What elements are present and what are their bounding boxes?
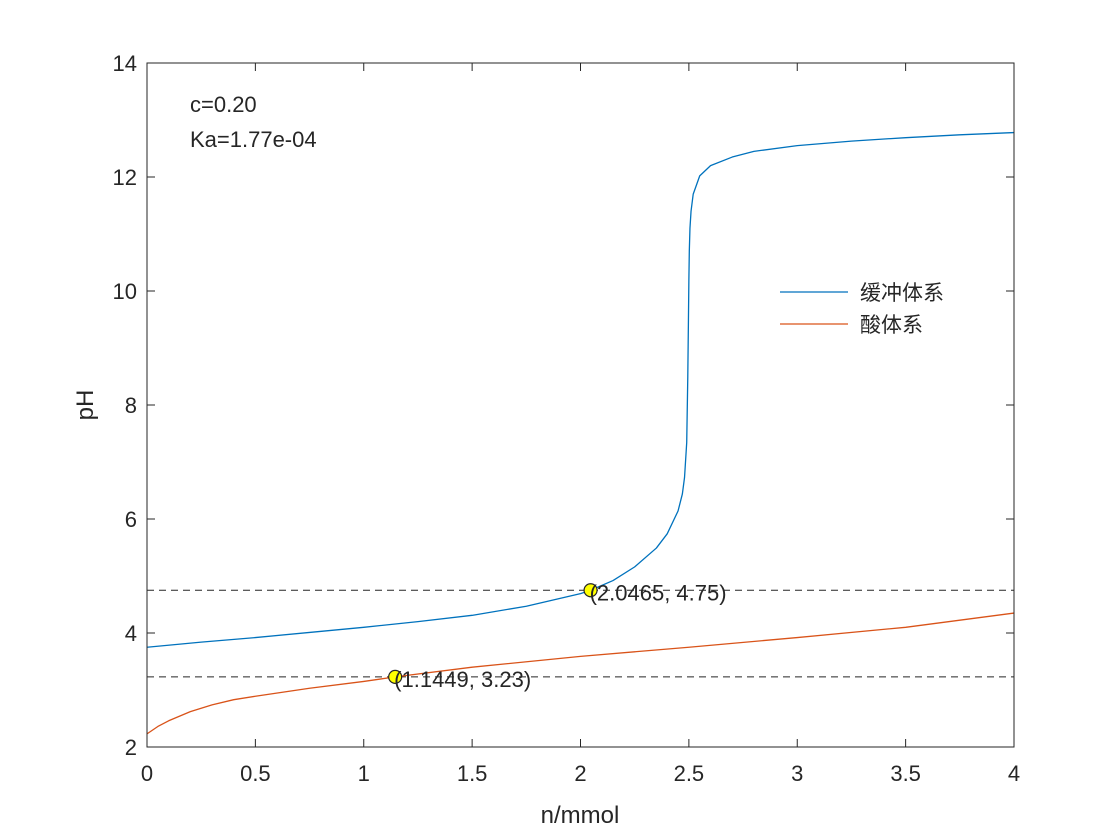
x-tick-label: 0.5 — [240, 761, 271, 786]
tick-layer: 0 0.5 1 1.5 2 2.5 3 3.5 4 2 4 6 8 10 12 14 — [113, 51, 1021, 786]
marker-label: (2.0465, 4.75) — [590, 580, 727, 605]
ka-annotation: Ka=1.77e-04 — [190, 127, 317, 152]
x-tick-label: 1 — [358, 761, 370, 786]
x-tick-label: 3 — [791, 761, 803, 786]
y-axis-label: pH — [72, 390, 99, 421]
marker-label: (1.1449, 3.23) — [394, 667, 531, 692]
reference-lines — [147, 589, 1014, 678]
y-tick-label: 14 — [113, 51, 137, 76]
x-axis-label: n/mmol — [541, 802, 620, 829]
x-tick-label: 4 — [1008, 761, 1020, 786]
y-tick-label: 8 — [125, 393, 137, 418]
legend-label: 缓冲体系 — [860, 282, 944, 305]
data-marker — [583, 583, 598, 598]
y-tick-label: 4 — [125, 621, 137, 646]
x-tick-label: 3.5 — [890, 761, 921, 786]
y-tick-label: 10 — [113, 279, 137, 304]
series-layer — [146, 131, 1015, 735]
text-annotations: c=0.20 Ka=1.77e-04 — [190, 92, 317, 152]
legend-label: 酸体系 — [860, 314, 923, 337]
series-line — [146, 612, 1015, 735]
x-tick-label: 2 — [574, 761, 586, 786]
y-tick-label: 2 — [125, 735, 137, 760]
y-tick-label: 6 — [125, 507, 137, 532]
plot-frame — [146, 62, 1015, 748]
marker-layer: (2.0465, 4.75) (1.1449, 3.23) — [388, 580, 727, 692]
data-marker — [388, 669, 403, 684]
x-tick-label: 2.5 — [674, 761, 705, 786]
y-tick-label: 12 — [113, 165, 137, 190]
series-line — [146, 131, 1015, 648]
c-annotation: c=0.20 — [190, 92, 257, 117]
x-tick-label: 1.5 — [457, 761, 488, 786]
x-tick-label: 0 — [141, 761, 153, 786]
